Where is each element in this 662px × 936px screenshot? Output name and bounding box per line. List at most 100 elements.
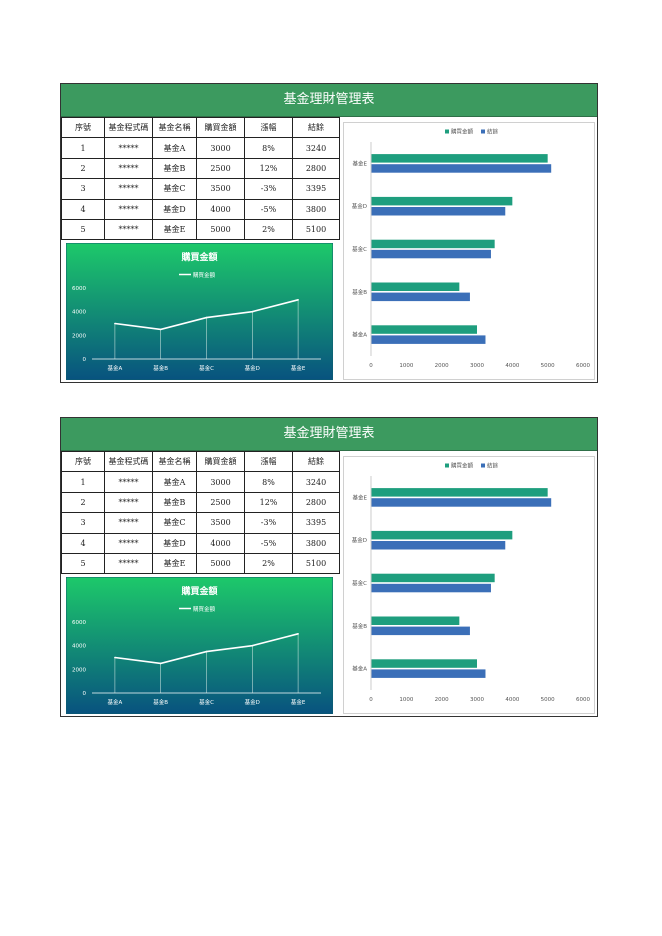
data-point — [297, 633, 299, 635]
x-tick-label: 基金E — [291, 364, 306, 372]
table-row: 1 ***** 基金A 3000 8% 3240 — [61, 471, 340, 493]
table-cell: 4000 — [196, 198, 245, 220]
data-point — [251, 310, 254, 313]
bar — [371, 573, 495, 583]
fund-balance-bar-chart: 購買金額 結餘 0 1000 2000 3000 4000 5000 6000 基金A 基金B 基金C… — [343, 122, 595, 380]
data-point — [159, 328, 162, 331]
table-cell: ***** — [104, 491, 153, 514]
y-tick-label: 基金E — [353, 159, 368, 167]
table-cell: 12% — [244, 491, 293, 514]
table-cell: ***** — [104, 552, 153, 575]
x-tick-label: 5000 — [541, 697, 555, 703]
table-cell: -5% — [244, 532, 293, 554]
bar — [371, 669, 486, 678]
table-cell: ***** — [104, 512, 153, 534]
table-cell: 5 — [61, 218, 105, 241]
bar — [371, 488, 548, 497]
table-row: 2 ***** 基金B 2500 12% 2800 — [61, 157, 340, 180]
y-tick-label: 6000 — [72, 620, 86, 626]
sheet-title: 基金理財管理表 — [61, 418, 597, 451]
bar — [371, 154, 548, 163]
column-header: 基金名稱 — [152, 116, 197, 139]
x-tick-label: 0 — [369, 697, 373, 703]
table-cell: 基金B — [152, 491, 197, 514]
table-cell: ***** — [104, 471, 153, 493]
sheet-title: 基金理財管理表 — [61, 84, 597, 117]
x-tick-label: 3000 — [470, 363, 484, 369]
table-cell: 基金D — [152, 198, 197, 220]
table-cell: ***** — [104, 532, 153, 554]
table-cell: 2800 — [292, 157, 340, 180]
table-cell: ***** — [104, 198, 153, 220]
table-cell: 3 — [61, 178, 105, 200]
fund-balance-bar-chart: 購買金額 結餘 0 1000 2000 3000 4000 5000 6000 基金A 基金B 基金C… — [343, 456, 595, 714]
x-tick-label: 基金A — [108, 364, 123, 372]
chart-background — [66, 243, 333, 380]
table-cell: -3% — [244, 512, 293, 534]
x-tick-label: 基金C — [199, 364, 214, 372]
y-tick-label: 基金D — [352, 202, 367, 210]
table-cell: 8% — [244, 137, 293, 159]
fund-sheet-1: 基金理財管理表 序號 基金程式碼 基金名稱 購買金額 漲幅 結餘 1 *****… — [60, 83, 598, 383]
x-tick-label: 5000 — [541, 363, 555, 369]
table-row: 2 ***** 基金B 2500 12% 2800 — [61, 491, 340, 514]
table-cell: 基金D — [152, 532, 197, 554]
chart-title: 購買金額 — [180, 585, 217, 597]
table-cell: 3240 — [292, 471, 340, 493]
x-tick-label: 基金A — [108, 698, 123, 706]
column-header: 序號 — [61, 450, 105, 473]
table-cell: 3240 — [292, 137, 340, 159]
table-cell: -5% — [244, 198, 293, 220]
table-cell: 1 — [61, 471, 105, 493]
bar — [371, 239, 495, 249]
bar — [371, 249, 491, 259]
data-point — [205, 316, 208, 319]
bar — [371, 325, 477, 334]
table-cell: ***** — [104, 178, 153, 200]
table-cell: 3800 — [292, 532, 340, 554]
table-cell: 5100 — [292, 552, 340, 575]
table-cell: 3000 — [196, 471, 245, 493]
data-point — [205, 650, 208, 653]
table-cell: 基金E — [152, 552, 197, 575]
y-tick-label: 6000 — [72, 286, 86, 292]
table-cell: 基金A — [152, 471, 197, 493]
table-header-row: 序號 基金程式碼 基金名稱 購買金額 漲幅 結餘 — [61, 450, 340, 473]
y-tick-label: 2000 — [72, 333, 86, 339]
data-point — [297, 299, 299, 301]
y-tick-label: 基金C — [352, 579, 367, 587]
x-tick-label: 6000 — [576, 363, 590, 369]
y-tick-label: 基金B — [352, 288, 367, 296]
bar — [371, 207, 506, 216]
table-cell: 3395 — [292, 178, 340, 200]
bar — [371, 530, 513, 540]
bar — [371, 335, 486, 344]
fund-table: 序號 基金程式碼 基金名稱 購買金額 漲幅 結餘 1 ***** 基金A 300… — [61, 450, 340, 575]
bar — [371, 164, 552, 173]
bar — [371, 292, 470, 302]
column-header: 基金名稱 — [152, 450, 197, 473]
table-row: 3 ***** 基金C 3500 -3% 3395 — [61, 178, 340, 200]
column-header: 漲幅 — [244, 450, 293, 473]
table-cell: 2 — [61, 157, 105, 180]
data-point — [251, 644, 254, 647]
table-header-row: 序號 基金程式碼 基金名稱 購買金額 漲幅 結餘 — [61, 116, 340, 139]
legend-label: 購買金額 — [193, 271, 216, 279]
x-tick-label: 2000 — [435, 697, 449, 703]
table-cell: 基金C — [152, 178, 197, 200]
y-tick-label: 基金A — [352, 331, 367, 339]
y-tick-label: 0 — [83, 357, 87, 363]
column-header: 漲幅 — [244, 116, 293, 139]
y-tick-label: 4000 — [72, 310, 86, 316]
table-cell: 3800 — [292, 198, 340, 220]
legend-label: 購買金額 — [193, 605, 216, 613]
fund-table: 序號 基金程式碼 基金名稱 購買金額 漲幅 結餘 1 ***** 基金A 300… — [61, 116, 340, 241]
table-row: 4 ***** 基金D 4000 -5% 3800 — [61, 532, 340, 554]
y-tick-label: 4000 — [72, 644, 86, 650]
table-cell: 基金A — [152, 137, 197, 159]
table-row: 4 ***** 基金D 4000 -5% 3800 — [61, 198, 340, 220]
legend-label: 結餘 — [487, 462, 499, 470]
bar — [371, 498, 552, 507]
